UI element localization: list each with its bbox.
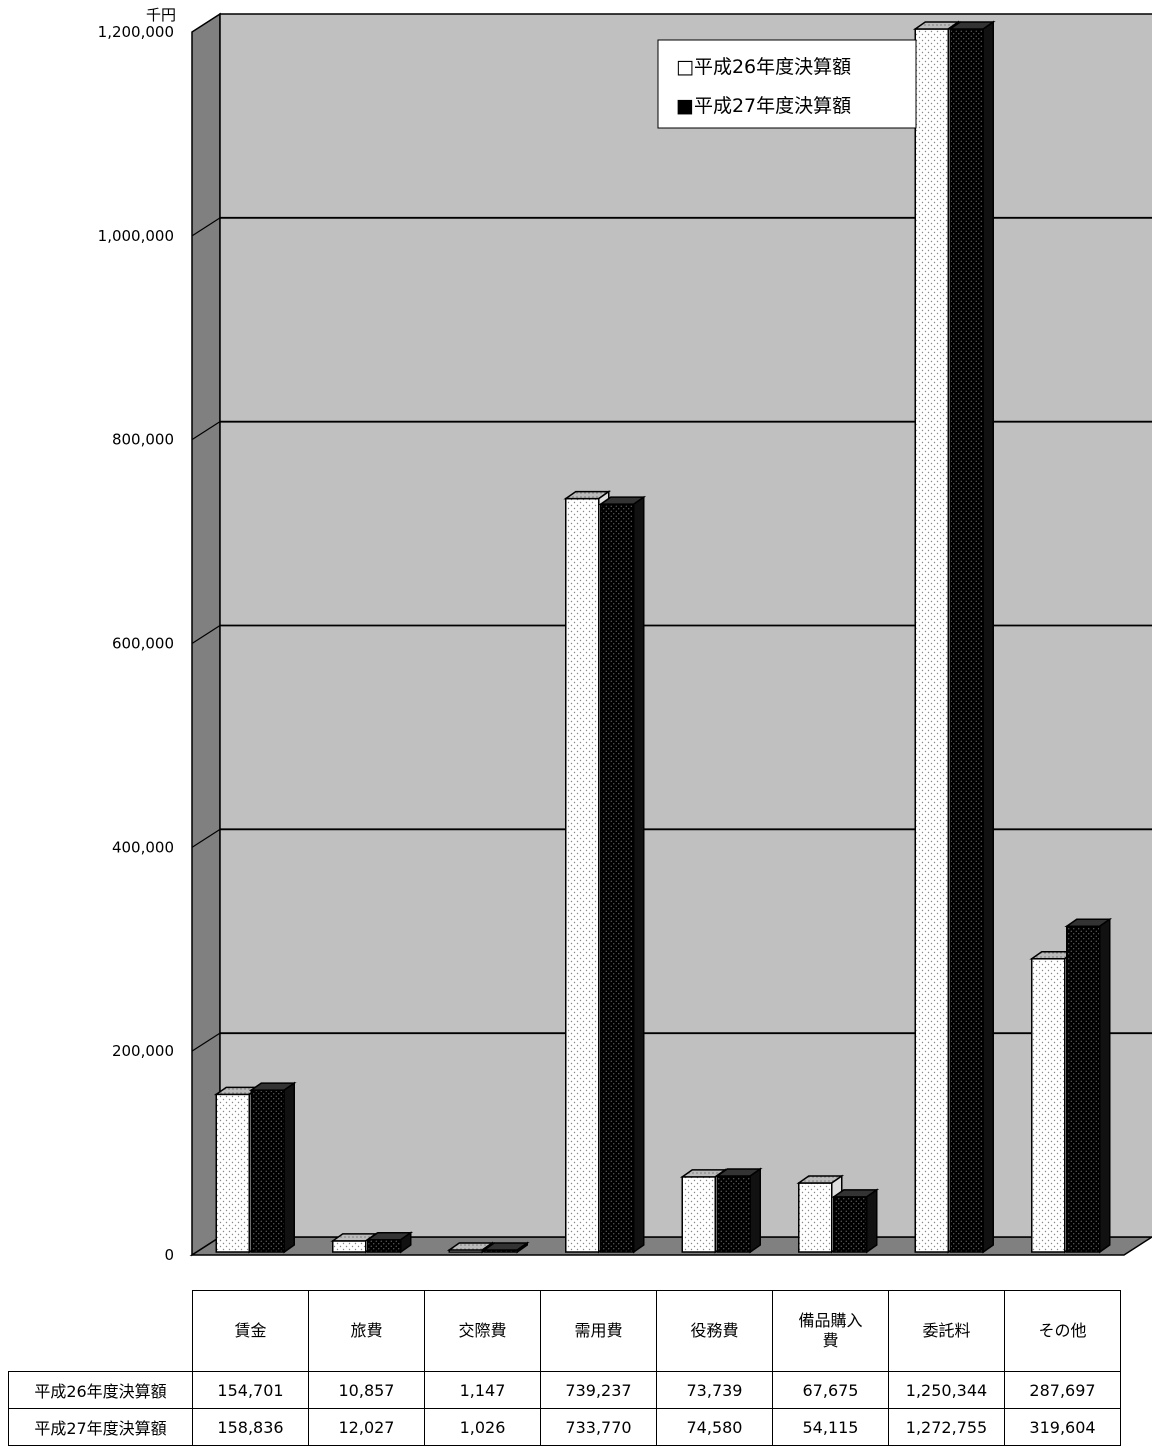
- data-label: 154,701: [192, 1371, 309, 1409]
- category-label: 賃金: [192, 1290, 309, 1372]
- bar-front: [681, 1176, 716, 1253]
- data-table-row-series-2: 平成27年度決算額 158,836 12,027 1,026 733,770 7…: [8, 1408, 1121, 1446]
- bar-front: [949, 28, 984, 1253]
- bar-front: [716, 1175, 751, 1253]
- bar-chart: 0 200,000 400,000 600,000 800,000 1,000,000 1,…: [98, 6, 1152, 1264]
- data-label: 67,675: [772, 1371, 889, 1409]
- data-label: 158,836: [192, 1408, 309, 1446]
- category-label: 需用費: [540, 1290, 657, 1372]
- data-table: 賃金 旅費 交際費 需用費 役務費 備品購入費 委託料 その他 平成26年度決算…: [8, 1290, 1121, 1446]
- gridlines: [191, 216, 1152, 1052]
- bar-front: [798, 1182, 833, 1253]
- legend-item-series-1: □平成26年度決算額: [676, 56, 851, 78]
- data-label: 73,739: [656, 1371, 773, 1409]
- bars: [213, 20, 1113, 1254]
- data-label: 1,147: [424, 1371, 541, 1409]
- bar-front: [1066, 925, 1101, 1253]
- gridline-side: [191, 624, 221, 645]
- data-label: 739,237: [540, 1371, 657, 1409]
- y-tick-label: 800,000: [112, 431, 174, 449]
- bar-side: [283, 1081, 295, 1254]
- y-tick-label: 1,200,000: [98, 23, 174, 41]
- bar: [831, 1188, 880, 1254]
- y-tick-label: 200,000: [112, 1042, 174, 1060]
- data-label: 12,027: [308, 1408, 425, 1446]
- y-axis-ticks: 0 200,000 400,000 600,000 800,000 1,000,000 1,…: [98, 23, 174, 1264]
- gridline-side: [191, 217, 221, 237]
- legend: □平成26年度決算額 ■平成27年度決算額: [657, 39, 917, 129]
- bar: [598, 495, 647, 1254]
- gridline-side: [191, 421, 221, 441]
- bar-front: [914, 28, 949, 1253]
- bar: [365, 1231, 414, 1254]
- floor: [189, 1236, 1152, 1256]
- category-label: 役務費: [656, 1290, 773, 1372]
- category-label: 旅費: [308, 1290, 425, 1372]
- bar-front: [332, 1240, 367, 1253]
- bar-front: [600, 503, 635, 1253]
- bar-front: [565, 497, 600, 1253]
- y-tick-label: 400,000: [112, 838, 174, 856]
- bar-front: [833, 1196, 868, 1253]
- bar: [714, 1167, 763, 1254]
- y-tick-label: 0: [164, 1246, 174, 1264]
- data-label: 74,580: [656, 1408, 773, 1446]
- bar-side: [866, 1188, 878, 1254]
- bar-front: [367, 1238, 402, 1253]
- bar: [481, 1241, 530, 1254]
- series-1-row-label: 平成26年度決算額: [8, 1371, 193, 1409]
- bar-front: [1031, 958, 1066, 1253]
- bar: [947, 20, 996, 1254]
- legend-box: [657, 39, 917, 129]
- data-table-category-row: 賃金 旅費 交際費 需用費 役務費 備品購入費 委託料 その他: [8, 1290, 1121, 1372]
- category-label: その他: [1004, 1290, 1121, 1372]
- series-2-row-label: 平成27年度決算額: [8, 1408, 193, 1446]
- data-label: 54,115: [772, 1408, 889, 1446]
- data-label: 1,272,755: [888, 1408, 1005, 1446]
- data-table-corner: [8, 1290, 193, 1372]
- bar-side: [749, 1167, 761, 1254]
- bar-front: [250, 1089, 285, 1253]
- category-label: 委託料: [888, 1290, 1005, 1372]
- bar-side: [516, 1241, 528, 1254]
- bar: [248, 1081, 297, 1254]
- bar-front: [215, 1093, 250, 1253]
- gridline-side: [191, 828, 221, 848]
- data-label: 1,250,344: [888, 1371, 1005, 1409]
- data-label: 319,604: [1004, 1408, 1121, 1446]
- bar-side: [633, 495, 645, 1254]
- bar-side: [982, 20, 994, 1254]
- bar-side: [400, 1231, 412, 1254]
- category-label: 備品購入費: [772, 1290, 889, 1372]
- gridline-side: [191, 1032, 221, 1052]
- data-table-row-series-1: 平成26年度決算額 154,701 10,857 1,147 739,237 7…: [8, 1371, 1121, 1409]
- data-label: 10,857: [308, 1371, 425, 1409]
- y-tick-label: 600,000: [112, 635, 174, 653]
- data-label: 1,026: [424, 1408, 541, 1446]
- data-label: 733,770: [540, 1408, 657, 1446]
- bar: [1064, 917, 1113, 1254]
- y-unit-label: 千円: [146, 6, 176, 24]
- bar-side: [1099, 917, 1111, 1254]
- legend-item-series-2: ■平成27年度決算額: [676, 95, 851, 117]
- category-label: 交際費: [424, 1290, 541, 1372]
- data-label: 287,697: [1004, 1371, 1121, 1409]
- y-tick-label: 1,000,000: [98, 227, 174, 245]
